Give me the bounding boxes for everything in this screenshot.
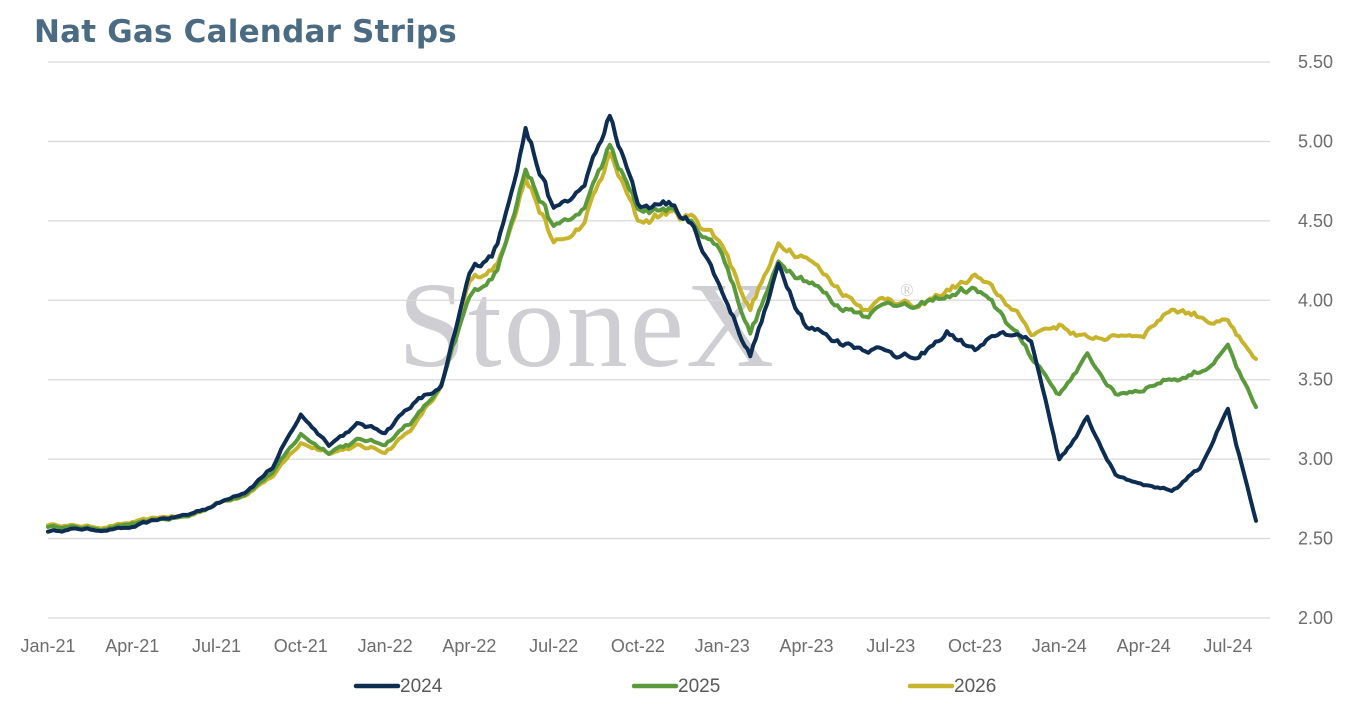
- watermark-logo: StoneX ®: [398, 258, 914, 393]
- x-tick-label: Apr-24: [1117, 636, 1171, 656]
- x-tick-label: Oct-22: [611, 636, 665, 656]
- series-lines: [46, 113, 1258, 534]
- legend-item-2025: 2025: [631, 676, 720, 697]
- x-tick-label: Oct-23: [948, 636, 1002, 656]
- x-tick-label: Jul-24: [1203, 636, 1252, 656]
- x-tick-label: Jan-22: [358, 636, 413, 656]
- x-tick-label: Oct-21: [274, 636, 328, 656]
- gridlines: [48, 61, 1270, 619]
- watermark-registered-mark: ®: [900, 280, 914, 300]
- x-tick-label: Jul-22: [529, 636, 578, 656]
- y-tick-label: 4.00: [1298, 290, 1333, 310]
- chart-title: Nat Gas Calendar Strips: [34, 14, 457, 50]
- x-tick-label: Apr-23: [779, 636, 833, 656]
- legend-label: 2024: [400, 676, 443, 697]
- legend-item-2026: 2026: [907, 676, 996, 697]
- legend: 2024 2025 2026: [353, 676, 996, 697]
- legend-item-2024: 2024: [353, 676, 443, 697]
- y-tick-label: 2.00: [1298, 608, 1333, 628]
- x-tick-label: Jan-21: [20, 636, 75, 656]
- y-axis-tick-labels: 5.50 5.00 4.50 4.00 3.50 3.00 2.50 2.00: [1298, 52, 1333, 628]
- series-line-2024: [46, 113, 1258, 534]
- x-tick-label: Apr-22: [442, 636, 496, 656]
- x-tick-label: Jul-21: [192, 636, 241, 656]
- x-tick-label: Apr-21: [105, 636, 159, 656]
- x-tick-label: Jul-23: [866, 636, 915, 656]
- legend-label: 2026: [954, 676, 996, 697]
- y-tick-label: 2.50: [1298, 529, 1333, 549]
- x-tick-label: Jan-23: [695, 636, 750, 656]
- y-tick-label: 5.50: [1298, 52, 1333, 72]
- legend-label: 2025: [678, 676, 720, 697]
- x-tick-label: Jan-24: [1032, 636, 1087, 656]
- y-tick-label: 3.00: [1298, 449, 1333, 469]
- y-tick-label: 4.50: [1298, 211, 1333, 231]
- x-axis-tick-labels: Jan-21 Apr-21 Jul-21 Oct-21 Jan-22 Apr-22 Jul-…: [20, 636, 1252, 656]
- y-tick-label: 3.50: [1298, 370, 1333, 390]
- y-tick-label: 5.00: [1298, 131, 1333, 151]
